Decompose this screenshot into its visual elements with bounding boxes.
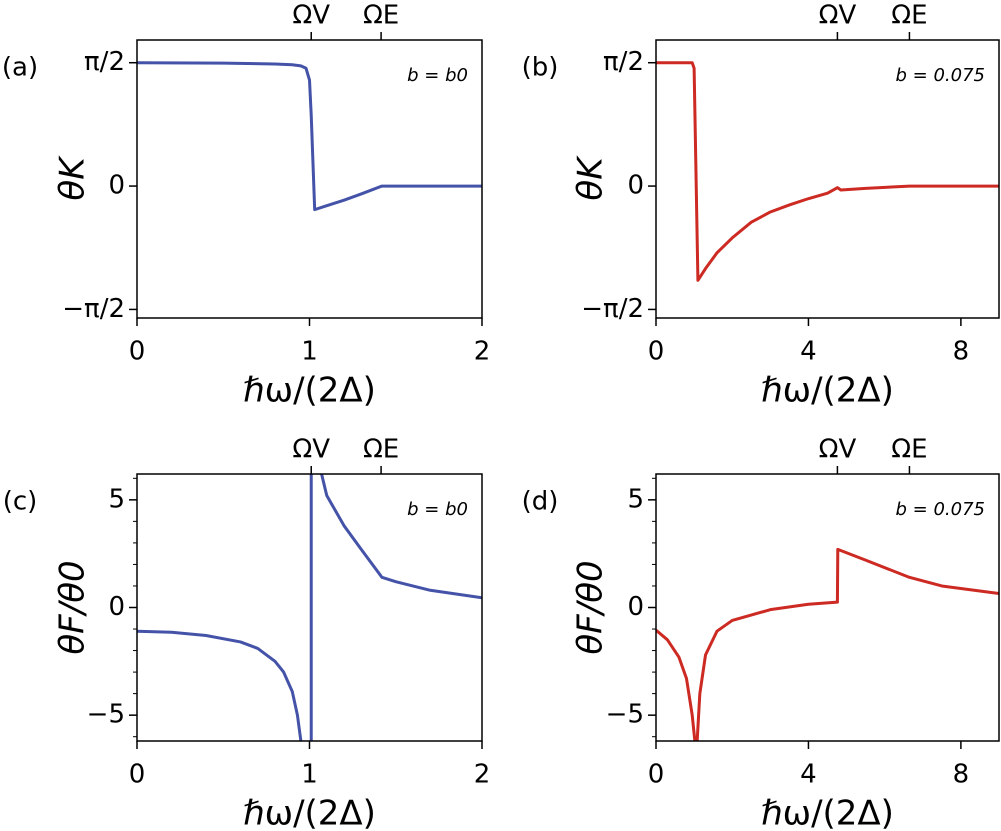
x-tick-label: 4 [800, 337, 817, 367]
top-x-tick-label: ΩV [819, 435, 857, 465]
panel-label: (a) [2, 53, 38, 83]
x-tick-label: 0 [129, 337, 146, 367]
x-tick-label: 8 [953, 760, 970, 790]
y-axis-label: θK [571, 155, 611, 201]
y-tick-label: 5 [108, 484, 125, 514]
annotation: b = b0 [407, 65, 468, 86]
top-x-tick-label: ΩE [891, 435, 927, 465]
top-x-tick-label: ΩV [292, 1, 330, 31]
y-axis-label: θK [53, 155, 93, 201]
y-tick-label: −π/2 [581, 294, 644, 324]
y-axis-label: θF/θ0 [571, 560, 611, 654]
top-x-tick-label: ΩV [292, 435, 330, 465]
top-x-tick-label: ΩV [819, 1, 857, 31]
annotation: b = b0 [407, 499, 468, 520]
y-tick-label: −π/2 [62, 294, 125, 324]
y-tick-label: −5 [606, 700, 644, 730]
x-tick-label: 0 [648, 760, 665, 790]
x-tick-label: 2 [474, 337, 491, 367]
x-tick-label: 4 [800, 760, 817, 790]
y-tick-label: 0 [627, 171, 644, 201]
panel-label: (d) [522, 487, 559, 517]
top-x-tick-label: ΩE [363, 1, 399, 31]
data-line [137, 474, 482, 741]
top-x-tick-label: ΩE [891, 1, 927, 31]
x-tick-label: 8 [953, 337, 970, 367]
x-tick-label: 1 [301, 337, 318, 367]
data-line [137, 61, 482, 212]
top-x-tick-label: ΩE [363, 435, 399, 465]
annotation: b = 0.075 [896, 499, 985, 520]
x-tick-label: 0 [648, 337, 665, 367]
x-axis-label: ℏω/(2Δ) [761, 794, 894, 831]
y-tick-label: 0 [108, 171, 125, 201]
x-tick-label: 1 [301, 760, 318, 790]
x-axis-label: ℏω/(2Δ) [243, 371, 376, 411]
x-tick-label: 2 [474, 760, 491, 790]
data-line [656, 61, 999, 282]
x-axis-label: ℏω/(2Δ) [761, 371, 894, 411]
y-axis-label: θF/θ0 [53, 560, 93, 654]
y-tick-label: π/2 [84, 47, 125, 77]
annotation: b = 0.075 [896, 65, 985, 86]
y-tick-label: −5 [87, 700, 125, 730]
x-axis-label: ℏω/(2Δ) [243, 794, 376, 831]
y-tick-label: 5 [627, 484, 644, 514]
y-tick-label: 0 [108, 592, 125, 622]
axes-frame [655, 39, 1000, 319]
data-line [656, 547, 999, 741]
x-tick-label: 0 [129, 760, 146, 790]
y-tick-label: π/2 [603, 47, 644, 77]
panel-label: (b) [522, 53, 559, 83]
y-tick-label: 0 [627, 592, 644, 622]
panel-label: (c) [3, 487, 38, 517]
